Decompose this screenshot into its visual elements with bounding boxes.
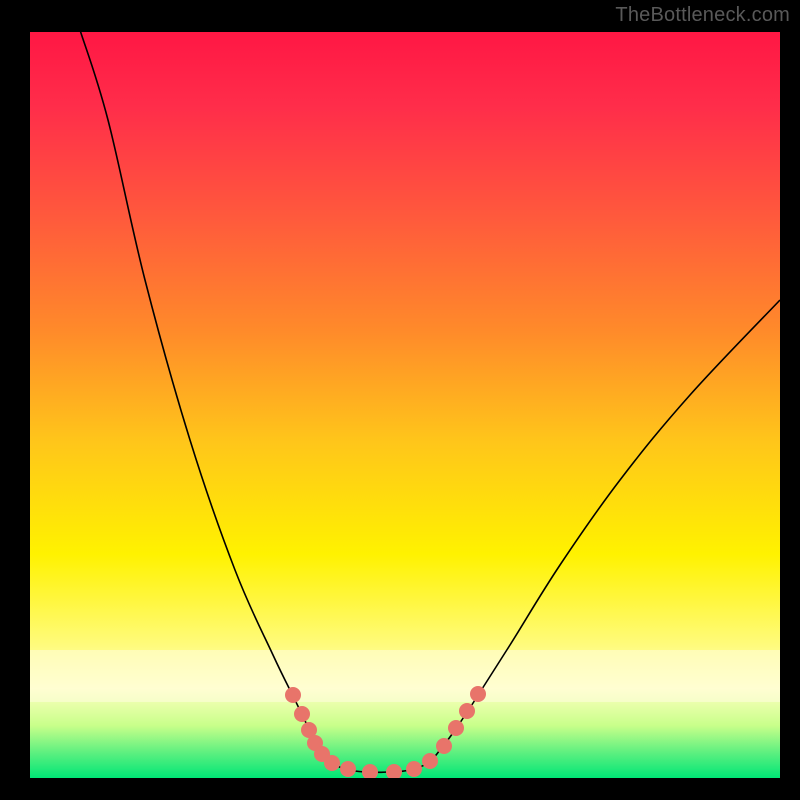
- chart-container: TheBottleneck.com: [0, 0, 800, 800]
- curve-marker: [470, 686, 486, 702]
- curve-marker: [386, 764, 402, 780]
- curve-marker: [422, 753, 438, 769]
- curve-marker: [459, 703, 475, 719]
- highlight-band: [30, 650, 780, 702]
- bottleneck-chart: [0, 0, 800, 800]
- curve-marker: [285, 687, 301, 703]
- curve-marker: [436, 738, 452, 754]
- curve-marker: [448, 720, 464, 736]
- curve-marker: [340, 761, 356, 777]
- watermark-text: TheBottleneck.com: [615, 4, 790, 27]
- curve-marker: [362, 764, 378, 780]
- curve-marker: [294, 706, 310, 722]
- curve-marker: [324, 755, 340, 771]
- curve-marker: [406, 761, 422, 777]
